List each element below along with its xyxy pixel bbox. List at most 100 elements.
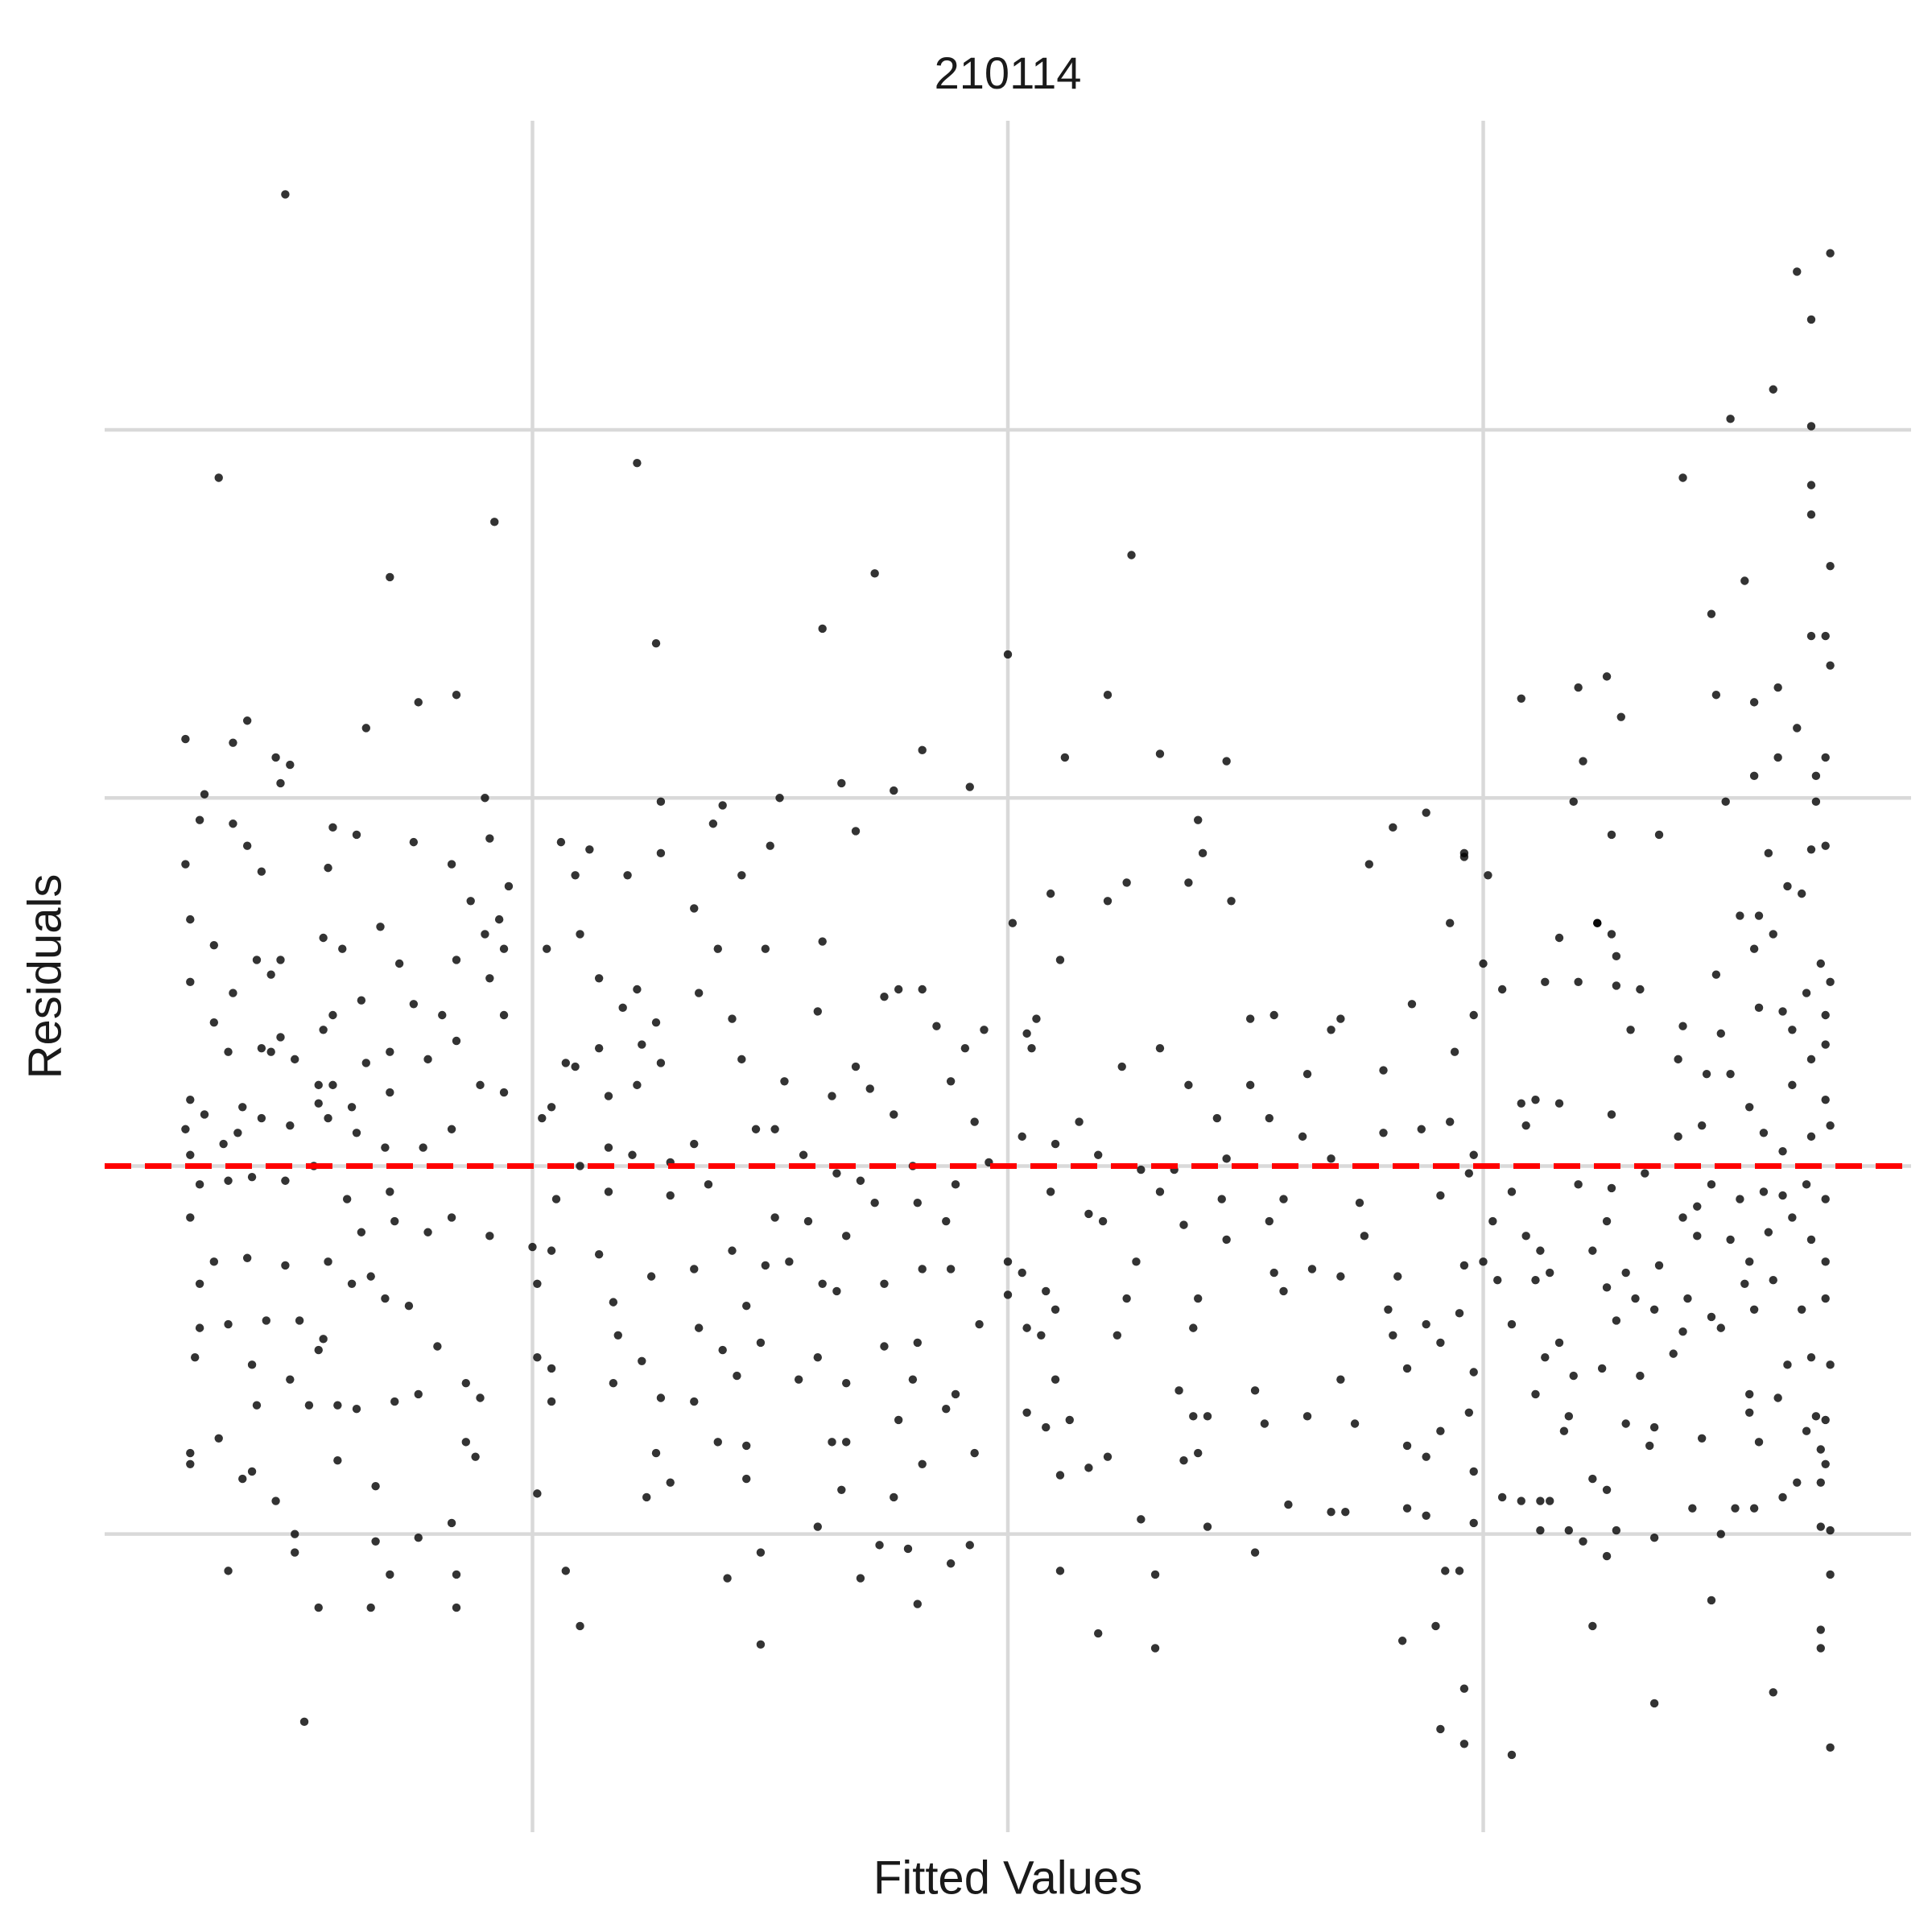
point (1150, 1644, 1160, 1653)
point (1065, 1415, 1074, 1425)
point (347, 1279, 357, 1288)
point (613, 1331, 622, 1340)
point (1379, 1129, 1388, 1137)
point (376, 923, 385, 931)
point (1279, 1195, 1288, 1203)
point (229, 989, 237, 997)
point (1194, 1294, 1203, 1303)
point (1393, 1272, 1402, 1281)
point (461, 1379, 470, 1388)
point (533, 1489, 542, 1498)
point (1507, 1319, 1517, 1329)
point (314, 1080, 323, 1090)
y-axis-label: Residuals (19, 874, 71, 1080)
point (656, 797, 666, 807)
point (394, 959, 404, 968)
point (1716, 1323, 1725, 1332)
point (1654, 1261, 1664, 1270)
point (576, 1621, 584, 1631)
point (1678, 1213, 1687, 1222)
point (1745, 1408, 1754, 1417)
point (1060, 753, 1070, 762)
point (257, 1043, 266, 1053)
point (1541, 1353, 1550, 1362)
point (733, 1371, 741, 1381)
point (1302, 1412, 1312, 1421)
point (361, 724, 370, 733)
point (1821, 841, 1830, 850)
point (718, 1345, 727, 1355)
point (1198, 848, 1208, 858)
point (1402, 1364, 1412, 1373)
point (1531, 1275, 1540, 1285)
point (1654, 830, 1664, 840)
point (1122, 878, 1131, 887)
point (547, 1397, 556, 1406)
point (1003, 1257, 1013, 1266)
point (186, 1448, 195, 1458)
point (1649, 1422, 1659, 1432)
point (1806, 1353, 1816, 1362)
point (286, 760, 295, 770)
point (286, 1375, 295, 1384)
point (1284, 1500, 1293, 1509)
point (386, 1570, 394, 1579)
point (1716, 1530, 1725, 1538)
point (751, 1125, 761, 1133)
point (1194, 815, 1203, 824)
point (1749, 698, 1759, 707)
point (1579, 1537, 1587, 1546)
point (1517, 1496, 1525, 1505)
point (1298, 1132, 1307, 1141)
point (186, 1095, 195, 1104)
point (1745, 1389, 1754, 1399)
point (642, 1492, 651, 1502)
point (1740, 1279, 1749, 1288)
point (381, 1143, 390, 1152)
point (1821, 1257, 1830, 1266)
point (1336, 1375, 1345, 1384)
point (452, 1570, 461, 1579)
point (1793, 724, 1802, 733)
point (1227, 897, 1236, 906)
point (452, 1036, 461, 1046)
point (423, 1055, 432, 1064)
point (386, 1187, 394, 1196)
point (766, 841, 774, 850)
point (257, 867, 266, 876)
point (1469, 1467, 1478, 1476)
point (1269, 1268, 1278, 1278)
point (651, 639, 661, 648)
point (361, 1059, 370, 1067)
point (333, 1456, 342, 1465)
point (224, 1319, 233, 1329)
point (890, 1110, 898, 1119)
point (1103, 1452, 1113, 1461)
point (366, 1272, 375, 1281)
point (690, 1397, 699, 1406)
point (452, 691, 461, 700)
point (485, 834, 494, 843)
point (1826, 1121, 1835, 1130)
point (1778, 1492, 1787, 1502)
point (842, 1438, 851, 1447)
point (942, 1216, 951, 1226)
point (371, 1482, 380, 1491)
point (851, 1062, 861, 1071)
point (338, 944, 347, 953)
point (628, 1150, 637, 1159)
point (1554, 933, 1564, 943)
points (181, 190, 1835, 1760)
point (728, 1246, 737, 1255)
point (209, 940, 219, 950)
point (1493, 1275, 1502, 1285)
point (1554, 1338, 1564, 1348)
point (1769, 1688, 1777, 1697)
point (1222, 757, 1231, 766)
point (1678, 1327, 1687, 1336)
point (1806, 315, 1816, 324)
point (314, 1345, 323, 1355)
point (1042, 1422, 1051, 1432)
point (913, 1600, 923, 1608)
point (481, 794, 489, 803)
